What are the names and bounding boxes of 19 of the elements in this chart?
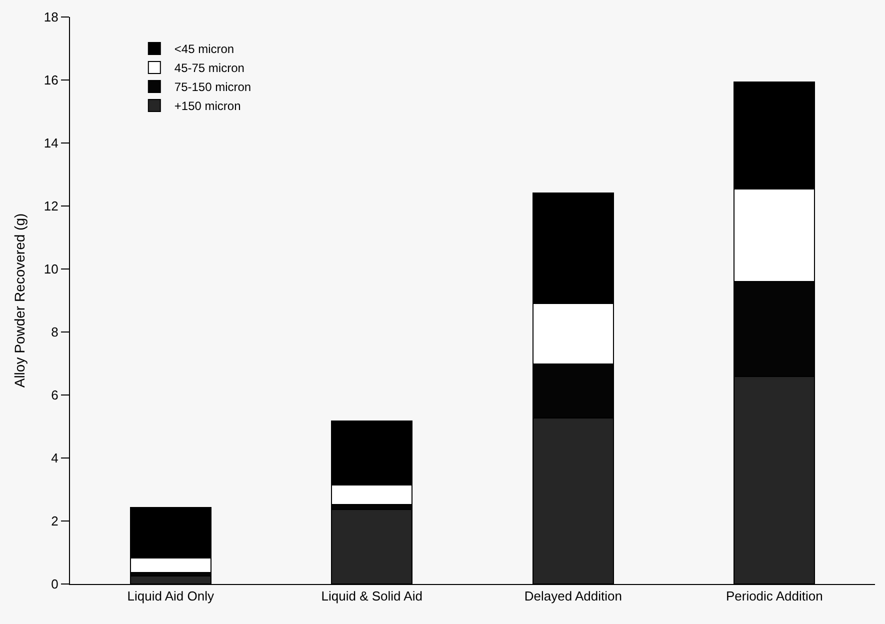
y-tick-label: 6 — [51, 388, 58, 403]
y-axis-title: Alloy Powder Recovered (g) — [12, 213, 28, 388]
x-tick-label: Liquid Aid Only — [127, 588, 214, 604]
legend-label: 45-75 micron — [174, 61, 244, 76]
y-tick-label: 14 — [44, 136, 58, 151]
y-tick-label: 16 — [44, 72, 58, 88]
y-tick-label: 10 — [44, 262, 58, 277]
legend-label: <45 micron — [174, 42, 234, 56]
y-tick-label: 0 — [51, 576, 58, 592]
legend-label: +150 micron — [174, 99, 241, 114]
x-tick-label: Periodic Addition — [726, 588, 823, 604]
y-tick-label: 2 — [51, 514, 58, 529]
legend-label: 75-150 micron — [174, 80, 252, 94]
y-tick-label: 18 — [44, 10, 58, 25]
x-tick-label: Delayed Addition — [524, 588, 622, 604]
x-tick-label: Liquid & Solid Aid — [321, 588, 422, 604]
y-tick-label: 4 — [51, 450, 58, 466]
y-tick-label: 12 — [44, 198, 58, 214]
y-tick-label: 8 — [51, 324, 58, 340]
